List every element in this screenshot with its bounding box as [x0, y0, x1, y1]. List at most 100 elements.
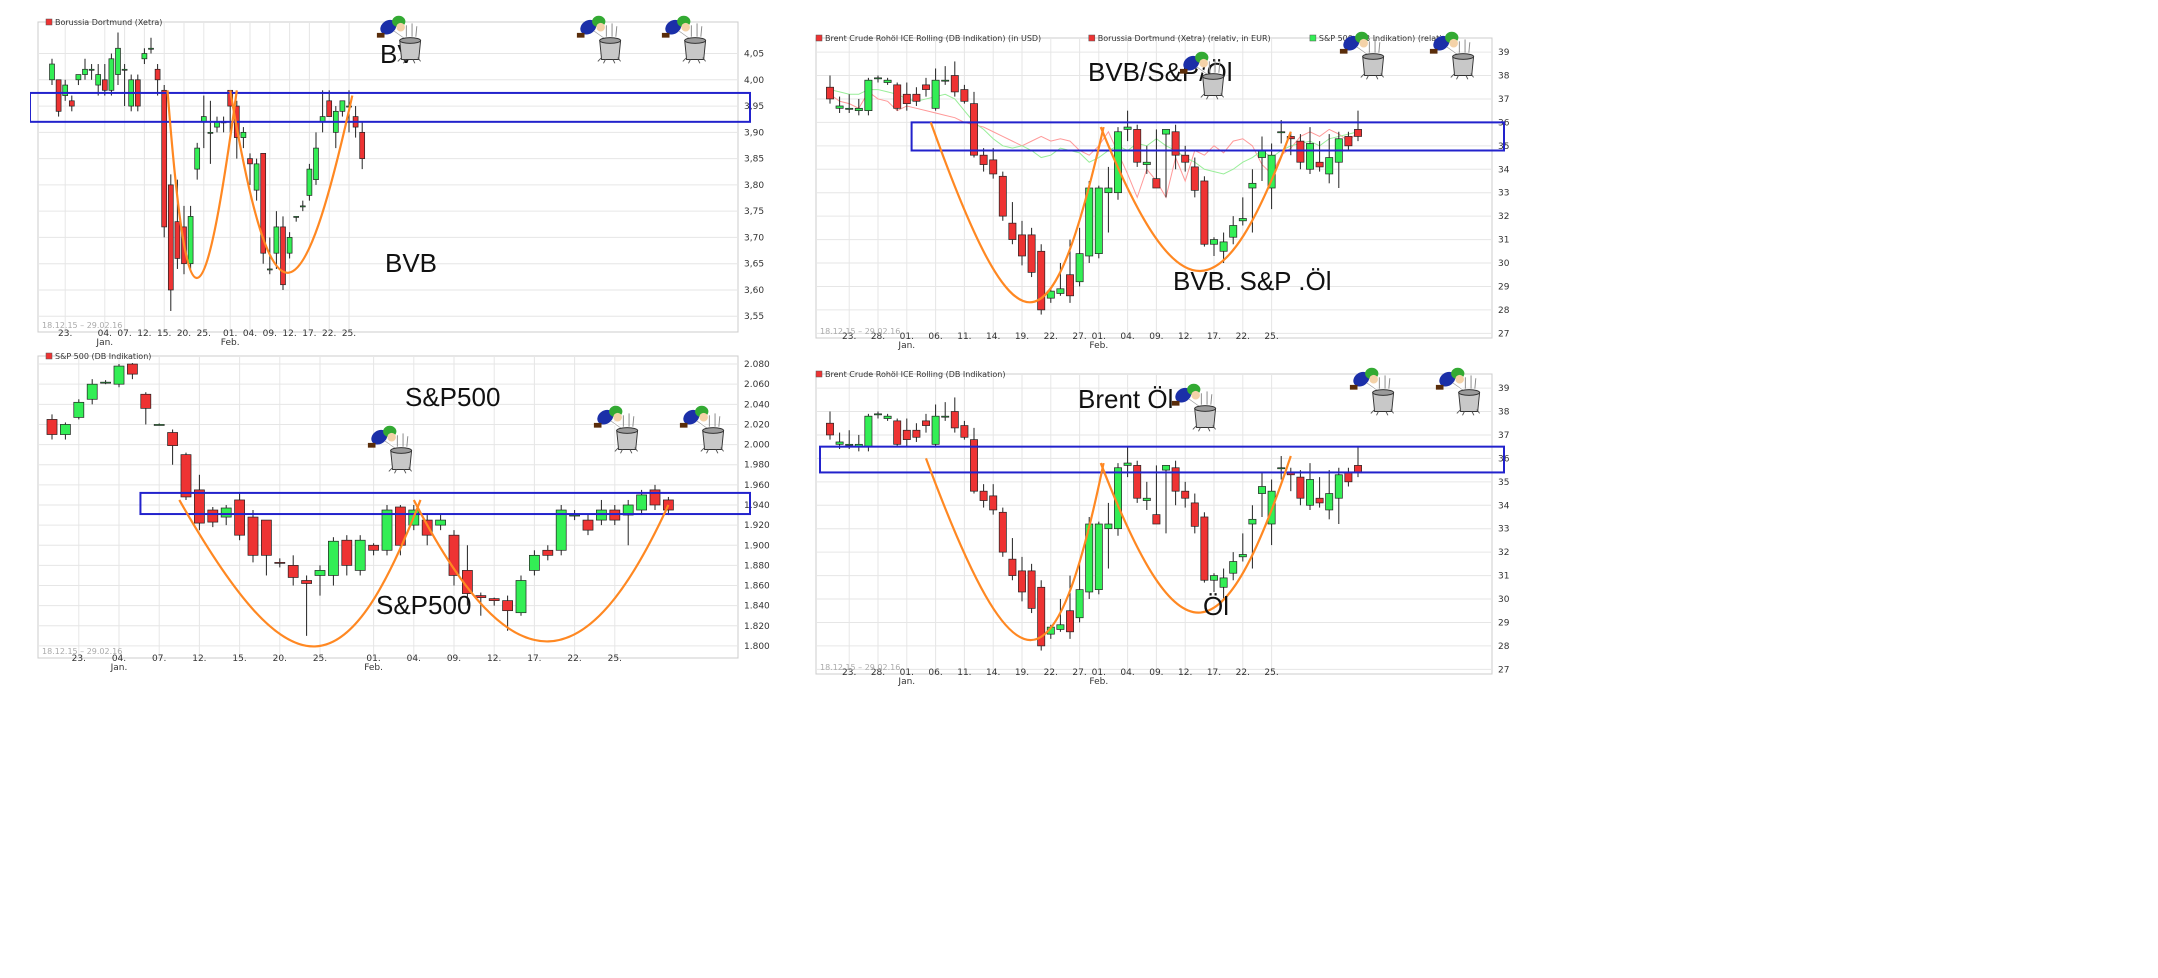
- y-tick-label: 3,80: [744, 181, 764, 191]
- x-tick-label: 12.: [282, 329, 296, 339]
- x-tick-label: 28.: [871, 332, 885, 342]
- candle-body: [883, 415, 892, 419]
- candle-body: [328, 540, 339, 576]
- luigi-cartoon: [1435, 367, 1481, 416]
- candle-body: [1133, 465, 1142, 499]
- luigi-face: [1199, 58, 1208, 68]
- candle-body: [835, 441, 844, 445]
- x-tick-label: 25.: [197, 329, 211, 339]
- candle-body: [950, 75, 959, 93]
- candle-body: [941, 415, 950, 418]
- impact-cracks: [700, 447, 724, 454]
- legend-swatch: [1309, 34, 1317, 42]
- candle-body: [1162, 465, 1170, 471]
- candle-body: [299, 205, 306, 208]
- x-month-label: Feb.: [364, 663, 383, 673]
- date-range-label: 18.12.15 – 29.02.16: [820, 663, 900, 672]
- candle-body: [1066, 610, 1074, 633]
- date-range-label: 18.12.15 – 29.02.16: [820, 327, 900, 336]
- candle-body: [207, 509, 219, 523]
- candle-body: [960, 425, 969, 438]
- candle-body: [1219, 577, 1228, 588]
- candle-body: [1229, 225, 1238, 238]
- legend-swatch: [45, 18, 53, 26]
- y-tick-label: 34: [1498, 501, 1510, 511]
- date-range-label: 18.12.15 – 29.02.16: [42, 321, 122, 330]
- x-month-label: Jan.: [897, 341, 915, 351]
- candle-body: [979, 490, 988, 501]
- candle-body: [835, 105, 844, 109]
- candle-body: [970, 103, 978, 156]
- overlay-text-sp-2: S&P500: [376, 590, 471, 620]
- luigi-body: [580, 19, 597, 35]
- pot-rim: [390, 447, 413, 454]
- resistance-box: [819, 445, 1505, 474]
- candle-body: [220, 507, 232, 518]
- candle-body: [180, 454, 192, 498]
- candle-body: [950, 411, 959, 429]
- candle-body: [1008, 222, 1017, 240]
- candle-body: [240, 131, 247, 138]
- candle-body: [893, 84, 902, 109]
- steam-line: [615, 26, 618, 37]
- candle-body: [253, 163, 260, 191]
- candle-body: [912, 429, 921, 438]
- y-tick-label: 29: [1498, 618, 1510, 628]
- luigi-shoe: [576, 32, 585, 38]
- candle-body: [1277, 131, 1286, 134]
- luigi-face: [613, 412, 622, 422]
- x-tick-label: 04.: [112, 654, 126, 664]
- steam-line: [415, 26, 418, 37]
- y-tick-label: 32: [1498, 212, 1509, 222]
- luigi-cartoon: [367, 425, 413, 474]
- candle-body: [1171, 131, 1180, 156]
- candle-body: [313, 147, 319, 180]
- candle-body: [542, 549, 554, 556]
- candle-body: [845, 107, 854, 110]
- candle-body: [931, 79, 940, 109]
- x-month-label: Jan.: [95, 338, 113, 348]
- candle-body: [979, 154, 988, 165]
- cup-curve: [1099, 126, 1292, 273]
- candle-body: [1037, 250, 1046, 311]
- luigi-cartoon: [1339, 31, 1385, 80]
- candle-body: [1258, 150, 1266, 158]
- luigi-cartoon: [661, 15, 707, 64]
- x-tick-label: 19.: [1015, 668, 1029, 678]
- impact-cracks: [1360, 73, 1384, 80]
- candle-body: [1286, 136, 1295, 140]
- x-tick-label: 15.: [232, 654, 246, 664]
- impact-cracks: [388, 467, 412, 474]
- luigi-face: [681, 22, 690, 32]
- y-tick-label: 1.900: [744, 541, 770, 551]
- resistance-box: [139, 491, 751, 516]
- luigi-face: [1449, 38, 1458, 48]
- candle-body: [941, 79, 950, 82]
- candle-body: [115, 47, 121, 75]
- candle-body: [998, 511, 1007, 553]
- candle-body: [1027, 234, 1036, 273]
- candle-body: [1219, 241, 1228, 252]
- impact-cracks: [614, 447, 638, 454]
- date-range-label: 18.12.15 – 29.02.16: [42, 647, 122, 656]
- candle-body: [1277, 467, 1286, 470]
- candle-body: [874, 413, 882, 416]
- x-tick-label: 09.: [1149, 668, 1163, 678]
- candle-body: [1190, 166, 1199, 191]
- y-tick-label: 1.800: [744, 642, 770, 652]
- overlay-text-brent-2: Öl: [1203, 591, 1229, 621]
- x-tick-label: 06.: [928, 668, 942, 678]
- x-tick-label: 17.: [527, 654, 541, 664]
- y-tick-label: 31: [1498, 572, 1509, 582]
- y-tick-label: 37: [1498, 95, 1509, 105]
- pot-rim: [702, 427, 725, 434]
- chart-sp500-svg: 2.080 2.060 2.040 2.020 2.000 1.980 1.960 1.940…: [37, 352, 770, 673]
- luigi-shoe: [367, 442, 376, 448]
- luigi-shoe: [1179, 68, 1188, 74]
- x-tick-label: 07.: [117, 329, 131, 339]
- y-tick-label: 27: [1498, 329, 1509, 339]
- pot-rim: [1372, 389, 1395, 396]
- candle-body: [101, 79, 108, 91]
